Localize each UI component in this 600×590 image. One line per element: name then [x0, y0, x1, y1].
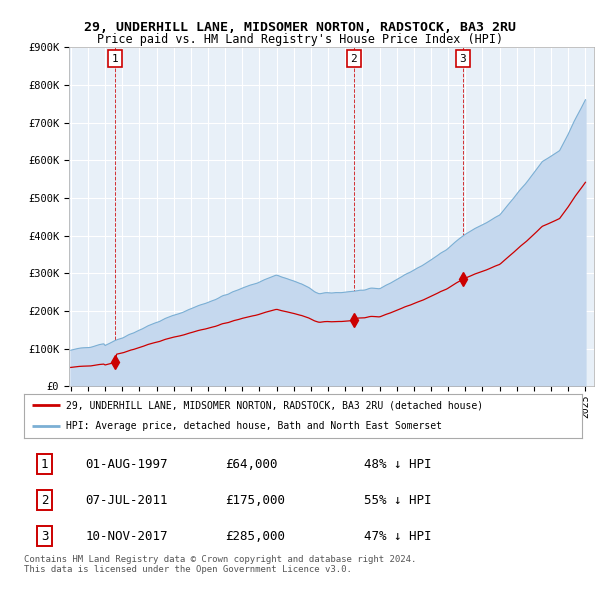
Text: 01-AUG-1997: 01-AUG-1997	[85, 458, 168, 471]
Text: 48% ↓ HPI: 48% ↓ HPI	[364, 458, 432, 471]
Text: 07-JUL-2011: 07-JUL-2011	[85, 494, 168, 507]
Text: 55% ↓ HPI: 55% ↓ HPI	[364, 494, 432, 507]
Text: 2: 2	[350, 54, 357, 64]
Text: £285,000: £285,000	[225, 530, 285, 543]
Text: 2: 2	[41, 494, 49, 507]
Text: £175,000: £175,000	[225, 494, 285, 507]
Text: 29, UNDERHILL LANE, MIDSOMER NORTON, RADSTOCK, BA3 2RU: 29, UNDERHILL LANE, MIDSOMER NORTON, RAD…	[84, 21, 516, 34]
Text: 29, UNDERHILL LANE, MIDSOMER NORTON, RADSTOCK, BA3 2RU (detached house): 29, UNDERHILL LANE, MIDSOMER NORTON, RAD…	[66, 401, 483, 411]
Text: HPI: Average price, detached house, Bath and North East Somerset: HPI: Average price, detached house, Bath…	[66, 421, 442, 431]
Text: Price paid vs. HM Land Registry's House Price Index (HPI): Price paid vs. HM Land Registry's House …	[97, 33, 503, 46]
Text: 1: 1	[41, 458, 49, 471]
Text: Contains HM Land Registry data © Crown copyright and database right 2024.
This d: Contains HM Land Registry data © Crown c…	[24, 555, 416, 574]
Text: 3: 3	[41, 530, 49, 543]
Text: 47% ↓ HPI: 47% ↓ HPI	[364, 530, 432, 543]
Text: 1: 1	[112, 54, 118, 64]
Text: 10-NOV-2017: 10-NOV-2017	[85, 530, 168, 543]
Text: 3: 3	[460, 54, 466, 64]
Text: £64,000: £64,000	[225, 458, 277, 471]
